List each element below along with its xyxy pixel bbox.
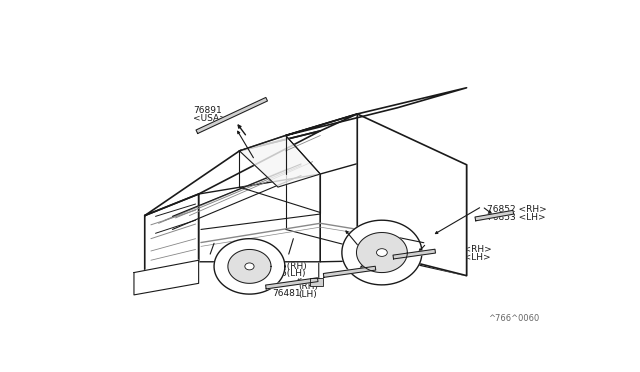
Ellipse shape xyxy=(245,263,254,270)
Text: 76852 <RH>: 76852 <RH> xyxy=(488,205,547,214)
Text: ^766^0060: ^766^0060 xyxy=(488,314,540,323)
Text: 63865(RH): 63865(RH) xyxy=(259,262,307,271)
Polygon shape xyxy=(356,232,407,273)
Polygon shape xyxy=(145,194,198,283)
Text: <USA>: <USA> xyxy=(193,114,227,123)
Ellipse shape xyxy=(376,249,387,256)
FancyBboxPatch shape xyxy=(310,278,323,286)
Polygon shape xyxy=(357,114,467,276)
Text: (LH): (LH) xyxy=(299,289,317,298)
Polygon shape xyxy=(214,239,285,294)
Polygon shape xyxy=(285,88,467,135)
Polygon shape xyxy=(239,114,357,151)
Polygon shape xyxy=(320,153,467,276)
Text: 63866(LH): 63866(LH) xyxy=(259,269,306,279)
Text: 76820: 76820 xyxy=(365,262,394,271)
Polygon shape xyxy=(145,131,320,216)
Text: 76853 <LH>: 76853 <LH> xyxy=(432,253,491,262)
Text: (RH): (RH) xyxy=(299,282,319,291)
Polygon shape xyxy=(475,210,514,221)
Polygon shape xyxy=(198,174,320,262)
Polygon shape xyxy=(323,266,376,278)
Polygon shape xyxy=(342,220,422,285)
Text: 76853 <LH>: 76853 <LH> xyxy=(488,212,546,221)
Polygon shape xyxy=(196,97,268,134)
Polygon shape xyxy=(266,278,318,289)
Polygon shape xyxy=(239,135,320,187)
Polygon shape xyxy=(228,250,271,283)
Text: 76852 <RH>: 76852 <RH> xyxy=(432,245,492,254)
Polygon shape xyxy=(134,260,198,295)
Text: 76891: 76891 xyxy=(193,106,222,115)
Polygon shape xyxy=(393,249,435,259)
Text: 76481: 76481 xyxy=(273,289,301,298)
